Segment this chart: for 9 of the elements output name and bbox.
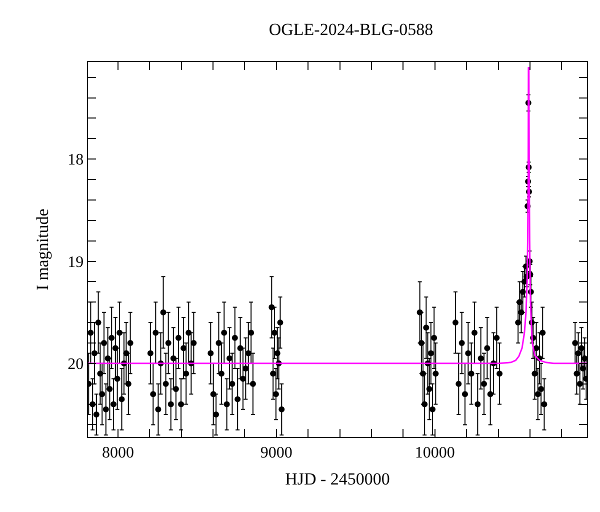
x-tick-label: 8000 (102, 444, 134, 462)
x-axis-title: HJD - 2450000 (285, 470, 390, 489)
y-tick-label: 19 (68, 254, 84, 271)
chart-title: OGLE-2024-BLG-0588 (268, 20, 434, 39)
x-tick-label: 10000 (414, 444, 455, 462)
x-tick-label: 9000 (260, 444, 292, 462)
y-axis-title: I magnitude (33, 208, 52, 290)
y-tick-label: 20 (68, 356, 84, 374)
y-tick-label: 18 (68, 152, 84, 169)
